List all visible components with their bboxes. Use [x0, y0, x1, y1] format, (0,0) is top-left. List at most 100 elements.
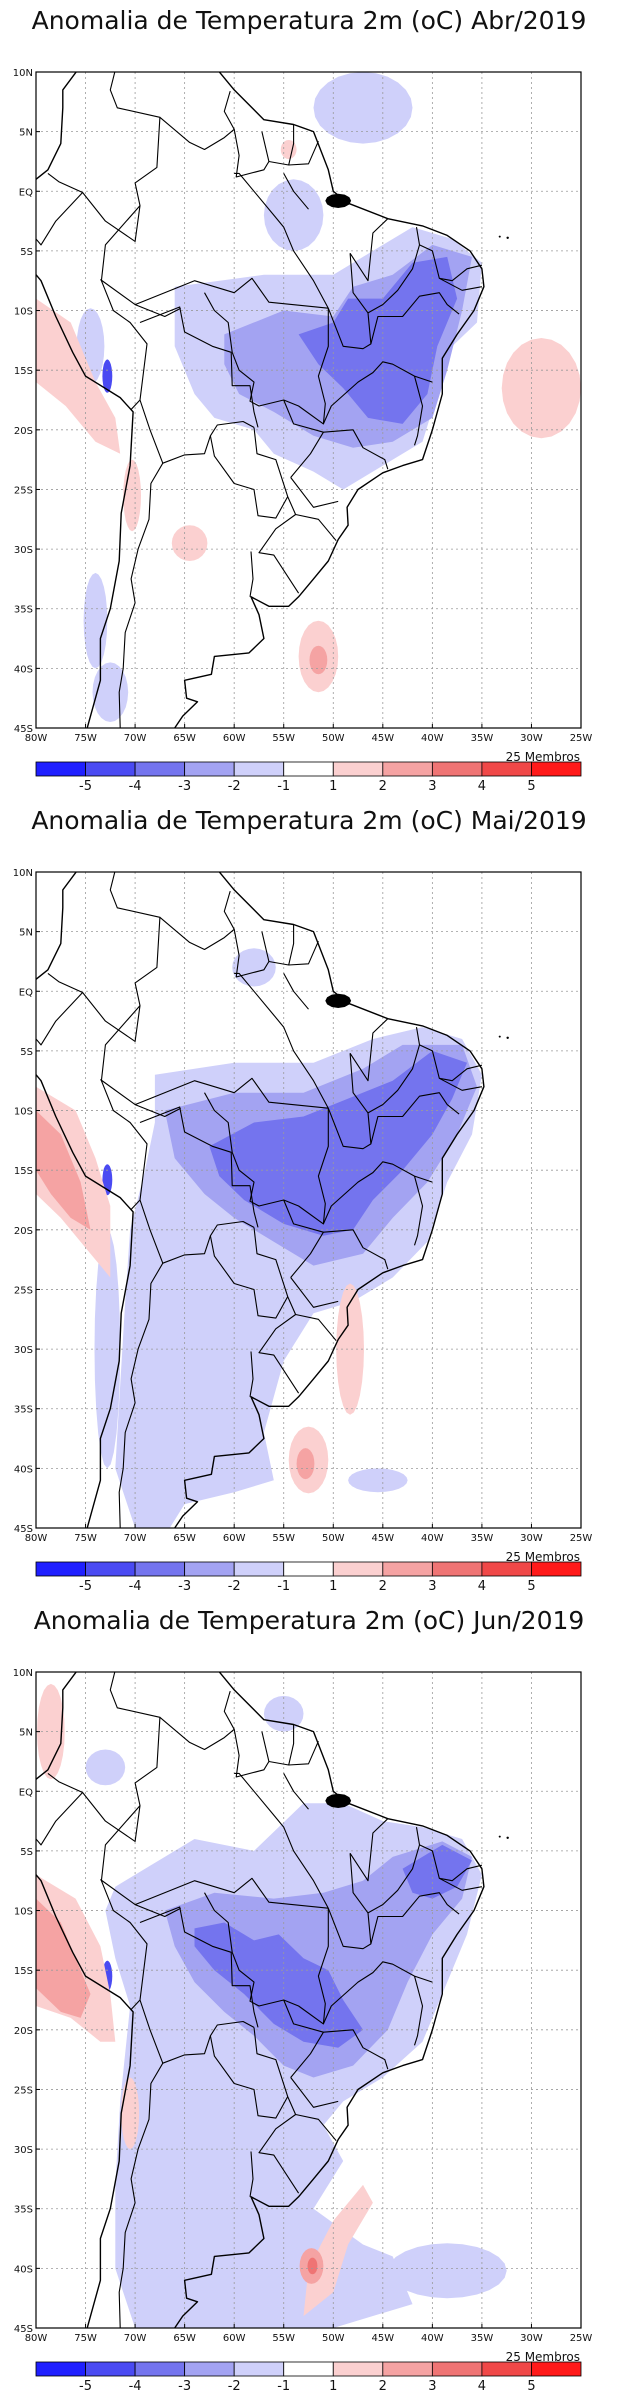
panel-title: Anomalia de Temperatura 2m (oC) Jun/2019	[33, 1606, 585, 1635]
border-line	[139, 399, 255, 464]
border-line	[283, 1773, 309, 1810]
lon-tick-label: 40W	[421, 733, 444, 744]
colorbar-swatch-pos2	[382, 2361, 433, 2377]
map-panel-june: Anomalia de Temperatura 2m (oC) Jun/2019…	[0, 1600, 618, 2400]
border-line	[349, 1818, 389, 1882]
lat-tick-label: 20S	[14, 1226, 33, 1237]
border-line	[204, 1892, 233, 1953]
border-line	[234, 1772, 329, 1909]
border-line	[268, 924, 295, 966]
border-line	[268, 124, 295, 166]
anomaly-region-pos1	[336, 1283, 364, 1415]
lat-tick-label: EQ	[19, 187, 33, 198]
lon-tick-label: 75W	[74, 2333, 97, 2344]
border-line	[323, 429, 389, 470]
anomaly-region-pos2	[296, 1448, 315, 1480]
colorbar-swatch-neg4	[85, 2361, 136, 2377]
border-line	[349, 1018, 389, 1082]
border-line	[290, 2077, 339, 2108]
colorbar-label: 3	[428, 1579, 436, 1594]
border-line	[439, 277, 482, 291]
border-line	[322, 361, 433, 425]
lat-tick-label: 40S	[14, 664, 33, 675]
anomaly-region-pos1	[121, 2077, 140, 2150]
lat-tick-label: 10S	[14, 1907, 33, 1918]
border-line	[249, 1351, 254, 1397]
anomaly-region-neg3	[194, 1922, 363, 2048]
colorbar-label: -2	[228, 2379, 241, 2394]
colorbar-label: -5	[79, 2379, 92, 2394]
border-line	[323, 2029, 389, 2070]
marajo-island	[325, 993, 352, 1008]
lon-tick-label: 30W	[520, 2333, 543, 2344]
colorbar-swatch-neg5	[35, 761, 86, 777]
colorbar-swatch-neg2	[184, 2361, 235, 2377]
lon-tick-label: 30W	[520, 1533, 543, 1544]
border-line	[233, 1729, 270, 1778]
colorbar-label: -3	[178, 779, 191, 794]
lon-tick-label: 75W	[74, 1533, 97, 1544]
border-line	[367, 1827, 421, 1914]
anomaly-region-pos2	[309, 645, 328, 675]
anomaly-region-pos1	[36, 298, 121, 454]
lon-tick-label: 30W	[520, 733, 543, 744]
colorbar-label: -1	[277, 1579, 290, 1594]
border-line	[413, 1175, 424, 1246]
border-line	[370, 1892, 460, 1945]
border-line	[349, 218, 389, 282]
colorbar-swatch-pos3	[431, 761, 483, 777]
colorbar-swatch-neg1	[233, 761, 285, 777]
lon-tick-label: 45W	[372, 2333, 395, 2344]
border-line	[290, 1277, 339, 1308]
marajo-island	[325, 1793, 352, 1808]
border-line	[439, 1877, 482, 1891]
colorbar-label: 1	[329, 2379, 337, 2394]
colorbar-swatch-zero	[283, 1561, 334, 1577]
border-line	[100, 1805, 148, 2010]
border-line	[233, 929, 270, 978]
lat-tick-label: 40S	[14, 2264, 33, 2275]
members-label: 25 Membros	[505, 2350, 580, 2364]
lat-tick-label: 10N	[13, 68, 33, 79]
anomaly-region-pos1	[303, 2184, 373, 2317]
lon-tick-label: 40W	[421, 2333, 444, 2344]
border-line	[36, 992, 84, 1046]
lat-tick-label: 35S	[14, 605, 33, 616]
anomaly-region-neg4	[102, 359, 113, 393]
colorbar-swatch-neg2	[184, 1561, 235, 1577]
lon-tick-label: 55W	[272, 1533, 295, 1544]
anomaly-region-pos1	[123, 459, 141, 532]
island-dot	[498, 1835, 501, 1838]
border-line	[283, 973, 309, 1010]
colorbar-label: -3	[178, 2379, 191, 2394]
lon-tick-label: 80W	[25, 2333, 48, 2344]
border-line	[419, 1844, 483, 1882]
border-line	[268, 1724, 295, 1766]
lon-tick-label: 70W	[124, 1533, 147, 1544]
panel-title: Anomalia de Temperatura 2m (oC) Mai/2019	[31, 806, 587, 835]
colorbar-label: 4	[478, 779, 486, 794]
anomaly-region-neg1	[348, 1468, 408, 1493]
lon-tick-label: 75W	[74, 733, 97, 744]
lat-tick-label: 25S	[14, 485, 33, 496]
border-line	[209, 435, 289, 519]
lat-tick-label: 15S	[14, 366, 33, 377]
border-line	[295, 2113, 337, 2142]
lat-tick-label: 45S	[14, 2324, 33, 2335]
anomaly-region-pos3	[307, 2257, 318, 2275]
lon-tick-label: 45W	[372, 1533, 395, 1544]
lon-tick-label: 35W	[471, 733, 494, 744]
map-panel-may: Anomalia de Temperatura 2m (oC) Mai/2019…	[0, 800, 618, 1600]
colorbar-label: 2	[379, 779, 387, 794]
border-line	[159, 90, 235, 151]
lat-tick-label: 5N	[19, 1728, 33, 1739]
island-dot	[498, 1035, 501, 1038]
colorbar-swatch-pos1	[332, 2361, 384, 2377]
colorbar-swatch-neg4	[85, 761, 136, 777]
lat-tick-label: EQ	[19, 1787, 33, 1798]
map-frame	[35, 1671, 582, 2329]
lat-tick-label: 45S	[14, 724, 33, 735]
border-line	[249, 551, 254, 597]
border-line	[118, 462, 164, 728]
